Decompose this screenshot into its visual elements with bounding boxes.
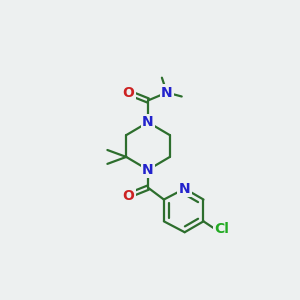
Text: N: N — [142, 115, 154, 129]
Text: Cl: Cl — [214, 222, 229, 236]
Text: N: N — [161, 85, 173, 100]
Text: N: N — [179, 182, 190, 196]
Text: O: O — [122, 85, 134, 100]
Text: N: N — [142, 163, 154, 177]
Text: O: O — [122, 189, 134, 202]
